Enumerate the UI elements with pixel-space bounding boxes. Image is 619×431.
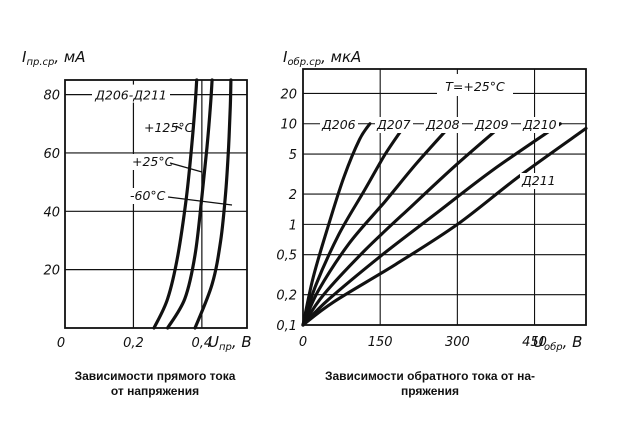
c1-series-label-bg — [130, 154, 174, 170]
c2-y-tick-label: 20 — [280, 87, 297, 102]
c1-device-label: Д206-Д211 — [94, 88, 167, 103]
c2-series-line-3 — [301, 122, 506, 327]
left-caption-line-1: Зависимости прямого тока — [74, 369, 236, 383]
c2-series-line-0 — [301, 122, 372, 327]
left-caption: Зависимости прямого тока от напряжения — [40, 369, 270, 399]
c2-plot-frame — [302, 68, 587, 326]
c2-annotation: T=+25°C — [445, 79, 505, 94]
c2-y-tick-label: 2 — [289, 188, 297, 203]
c2-y-tick-label: 0,2 — [276, 289, 297, 304]
c1-series-leader-0 — [175, 125, 183, 130]
c2-series-label-bg — [521, 117, 559, 133]
right-caption-line-2: пряжения — [400, 384, 460, 398]
c1-series-line-0 — [152, 78, 199, 330]
left-caption-line-2: от напряжения — [110, 384, 200, 398]
c1-series-leader-1 — [169, 162, 203, 173]
c1-series-leader-2 — [167, 196, 233, 206]
c1-y-axis-title: Iпр.ср, мА — [22, 48, 85, 68]
c2-series-line-4 — [301, 122, 562, 327]
c1-x-tick-label: 0,2 — [123, 336, 144, 351]
c1-series-label-2: -60°C — [130, 188, 166, 203]
c2-series-label-bg — [520, 173, 558, 189]
c2-series-label-3: Д209 — [474, 117, 509, 132]
right-caption-line-1: Зависимости обратного тока от на- — [324, 369, 536, 383]
c1-series-label-1: +25°C — [132, 154, 174, 169]
c2-series-line-1 — [301, 122, 408, 327]
c1-y-tick-label: 80 — [43, 89, 60, 104]
c2-x-tick-label: 0 — [299, 335, 307, 350]
c2-series-label-bg — [424, 117, 462, 133]
forward-current-chart: 20 40 60 80 0 0,2 0,4 Iпр.ср, мА Uпр, В Д206-Д211… — [22, 48, 252, 353]
c1-series-label-bg — [142, 120, 186, 136]
c2-series-label-0: Д206 — [321, 117, 356, 132]
c1-plot-frame — [64, 79, 248, 329]
c2-series-label-5: Д211 — [521, 173, 556, 188]
c2-series-label-4: Д210 — [522, 117, 557, 132]
c2-series-line-5 — [301, 126, 588, 327]
c2-y-axis-title: Iобр.ср, мкА — [283, 48, 361, 68]
c2-series-label-1: Д207 — [376, 117, 411, 132]
c2-y-tick-label: 1 — [289, 218, 297, 233]
c2-y-tick-label: 10 — [280, 118, 297, 133]
c2-y-tick-label: 5 — [289, 148, 297, 163]
c1-y-tick-label: 60 — [43, 147, 60, 162]
c1-series-label-bg — [128, 188, 172, 204]
c2-x-tick-label: 150 — [368, 335, 393, 350]
c1-x-tick-label: 0 — [57, 336, 65, 351]
c1-device-label-bg — [92, 84, 170, 103]
c1-y-tick-label: 20 — [43, 264, 60, 279]
c1-series-line-1 — [166, 78, 214, 330]
c1-series-line-2 — [193, 78, 233, 330]
c2-x-tick-label: 300 — [445, 335, 470, 350]
c1-y-tick-label: 40 — [43, 205, 60, 220]
c2-series-label-bg — [375, 117, 413, 133]
c2-series-label-bg — [320, 117, 358, 133]
c2-x-axis-title: Uобр, В — [533, 333, 582, 353]
c1-x-tick-label: 0,4 — [192, 336, 213, 351]
c1-series-label-0: +125°C — [144, 120, 194, 135]
c2-y-tick-label: 0,5 — [276, 249, 297, 264]
c2-series-label-2: Д208 — [425, 117, 460, 132]
reverse-current-chart: 0,1 0,2 0,5 1 2 5 10 20 0 150 300 450 Iобр.ср, мкА Uо… — [276, 48, 588, 353]
c1-x-axis-title: Uпр, В — [208, 333, 252, 353]
right-caption: Зависимости обратного тока от на- пряжен… — [290, 369, 570, 399]
c2-y-tick-label: 0,1 — [276, 319, 297, 334]
c2-series-label-bg — [473, 117, 511, 133]
c2-annotation-bg — [437, 74, 513, 96]
c2-x-tick-label: 450 — [522, 335, 547, 350]
c2-series-line-2 — [301, 122, 454, 327]
